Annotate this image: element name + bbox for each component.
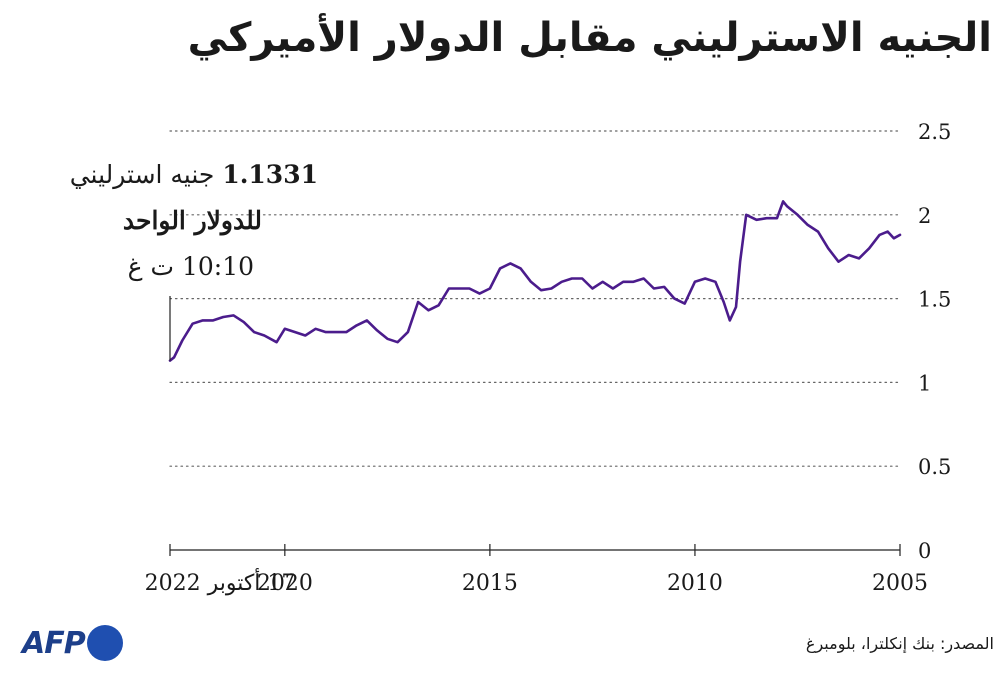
annotation-per-dollar: للدولار الواحد [122,206,262,235]
annotation-value-line: 1.1331 جنيه استرليني [28,152,318,198]
y-tick-label: 1 [918,371,931,395]
series-line-gbp-usd [168,200,902,362]
y-tick-label: 0.5 [918,455,951,479]
latest-value-annotation: 1.1331 جنيه استرليني للدولار الواحد 10:1… [28,152,318,290]
y-tick-label: 2 [918,204,931,228]
x-axis [169,544,901,556]
x-tick-label: 2010 [667,571,723,596]
x-tick-label: 17 أكتوبر 2022 [145,567,296,596]
annotation-unit: جنيه استرليني [69,160,215,189]
grid-lines [169,130,901,467]
afp-logo-text: AFP [22,625,86,661]
x-tick-label: 2020 [257,571,313,596]
y-tick-label: 1.5 [918,288,951,312]
source-note: المصدر: بنك إنكلترا، بلومبرغ [805,634,994,653]
x-tick-label: 2005 [872,571,928,596]
annotation-value: 1.1331 [222,160,318,189]
y-tick-label: 2.5 [918,120,951,144]
afp-logo: AFP [22,625,123,661]
series-layer [168,200,902,362]
x-tick-label: 2015 [462,571,518,596]
afp-logo-dot [86,625,123,661]
y-tick-label: 0 [918,539,931,563]
annotation-time: 10:10 ت غ [127,252,254,281]
page-title: الجنيه الاسترليني مقابل الدولار الأميركي [187,15,992,61]
